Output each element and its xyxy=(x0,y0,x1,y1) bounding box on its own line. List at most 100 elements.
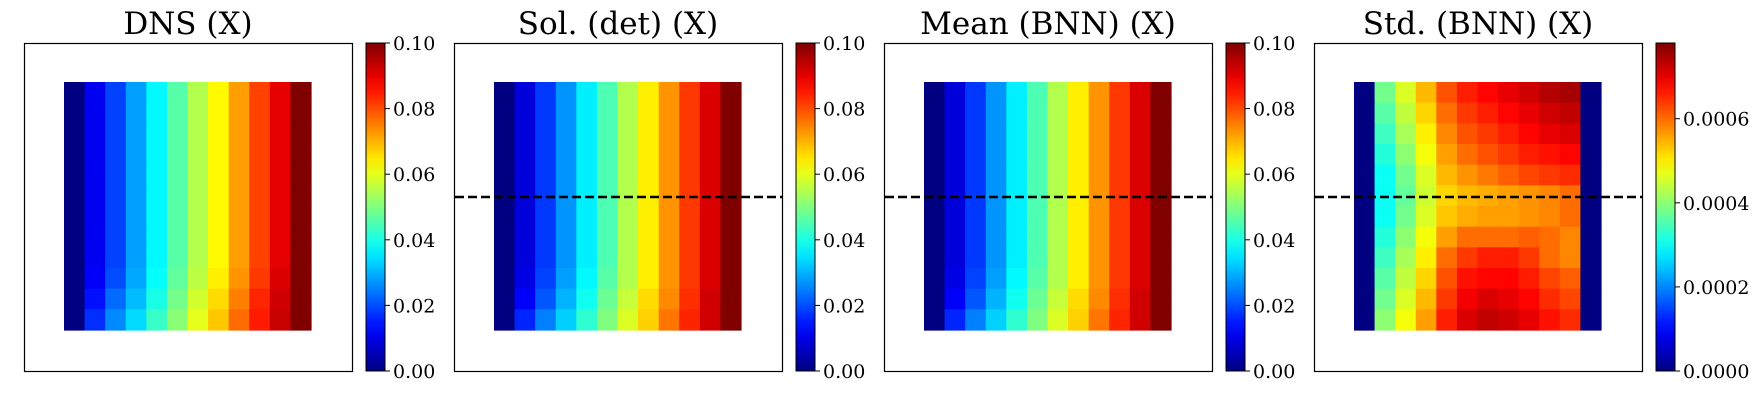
heatmap-cell xyxy=(1559,247,1582,269)
heatmap-cell xyxy=(1518,247,1540,269)
heatmap-cell xyxy=(228,309,250,331)
heatmap-cell xyxy=(166,309,189,331)
heatmap-cell xyxy=(166,102,189,124)
heatmap-cell xyxy=(617,288,639,310)
heatmap-cell xyxy=(658,102,680,124)
heatmap-cell xyxy=(658,226,680,248)
heatmap-cell xyxy=(146,102,168,124)
heatmap-cell xyxy=(985,309,1007,331)
heatmap-cell xyxy=(125,247,147,269)
heatmap-cell xyxy=(494,82,516,104)
heatmap-cell xyxy=(1539,144,1561,166)
heatmap-cell xyxy=(535,164,557,186)
colorbar-gradient xyxy=(365,42,386,372)
heatmap-cell xyxy=(249,185,271,207)
heatmap-cell xyxy=(1026,206,1049,228)
heatmap-cell xyxy=(187,144,209,166)
heatmap-cell xyxy=(494,288,516,310)
heatmap-cell xyxy=(638,144,660,166)
heatmap-cell xyxy=(494,309,516,331)
heatmap-cell xyxy=(535,206,557,228)
heatmap-cell xyxy=(638,206,660,228)
heatmap-cell xyxy=(166,268,189,290)
heatmap-cell xyxy=(1354,123,1376,145)
heatmap-cell xyxy=(1109,82,1131,104)
heatmap-cell xyxy=(1539,102,1561,124)
heatmap-cell xyxy=(535,226,557,248)
heatmap-cell xyxy=(1150,268,1172,290)
heatmap-cell xyxy=(166,206,189,228)
heatmap-cell xyxy=(84,123,106,145)
heatmap-cell xyxy=(1395,268,1417,290)
heatmap-cell xyxy=(1559,309,1582,331)
heatmap-cell xyxy=(1415,288,1437,310)
heatmap-cell xyxy=(1539,206,1561,228)
heatmap-cell xyxy=(555,164,577,186)
heatmap-cell xyxy=(985,102,1007,124)
heatmap-cell xyxy=(1354,309,1376,331)
heatmap-cell xyxy=(64,288,86,310)
heatmap-cell xyxy=(944,247,966,269)
heatmap-panel-3: Mean (BNN) (X) 0.00 0.02 0.04 0.06 0.08 0.10 xyxy=(883,6,1295,383)
heatmap-cell xyxy=(105,309,127,331)
heatmap-cell xyxy=(965,288,987,310)
heatmap-cell xyxy=(1456,82,1479,104)
heatmap-cell xyxy=(1088,309,1110,331)
heatmap-cell xyxy=(64,185,86,207)
heatmap-cell xyxy=(105,247,127,269)
heatmap-cell xyxy=(269,226,292,248)
heatmap-cell xyxy=(679,226,701,248)
heatmap-cell xyxy=(576,123,598,145)
heatmap-cell xyxy=(1354,144,1376,166)
heatmap-cell xyxy=(1354,288,1376,310)
heatmap-cell xyxy=(1150,123,1172,145)
heatmap-cell xyxy=(1150,309,1172,331)
heatmap-cell xyxy=(617,226,639,248)
heatmap-cell xyxy=(269,206,292,228)
heatmap-cell xyxy=(1374,82,1396,104)
heatmap-cell xyxy=(1068,288,1090,310)
heatmap-cell xyxy=(1129,102,1152,124)
heatmap-cell xyxy=(105,288,127,310)
heatmap-cell xyxy=(269,185,292,207)
heatmap-cell xyxy=(1559,164,1582,186)
heatmap-cell xyxy=(1559,206,1582,228)
heatmap-cell xyxy=(84,102,106,124)
heatmap-cell xyxy=(1150,288,1172,310)
heatmap-cell xyxy=(1518,268,1540,290)
heatmap-cell xyxy=(1006,288,1028,310)
heatmap-cell xyxy=(658,309,680,331)
heatmap-cell xyxy=(125,123,147,145)
heatmap-cell xyxy=(535,247,557,269)
colorbar: 0.00 0.02 0.04 0.06 0.08 0.10 xyxy=(1225,33,1295,383)
heatmap-cell xyxy=(596,226,619,248)
heatmap-cell xyxy=(985,164,1007,186)
heatmap-cell xyxy=(535,185,557,207)
heatmap-cell xyxy=(1026,268,1049,290)
heatmap-cell xyxy=(576,206,598,228)
heatmap-cell xyxy=(1518,206,1540,228)
heatmap-cell xyxy=(617,164,639,186)
heatmap-cell xyxy=(699,123,722,145)
heatmap-cell xyxy=(1047,206,1069,228)
heatmap-cell xyxy=(699,206,722,228)
heatmap-cell xyxy=(269,144,292,166)
heatmap-cell xyxy=(1559,102,1582,124)
heatmap-cell xyxy=(1354,226,1376,248)
heatmap-cell xyxy=(514,82,536,104)
heatmap-cell xyxy=(699,144,722,166)
heatmap-cell xyxy=(1580,268,1602,290)
heatmap-cell xyxy=(1374,206,1396,228)
heatmap-cell xyxy=(638,164,660,186)
heatmap-cell xyxy=(1006,268,1028,290)
heatmap-cell xyxy=(1374,309,1396,331)
colorbar-tick-label: 0.0002 xyxy=(1683,277,1749,299)
heatmap-cell xyxy=(64,226,86,248)
heatmap-cell xyxy=(146,309,168,331)
heatmap-cell xyxy=(985,206,1007,228)
heatmap-cell xyxy=(1436,102,1458,124)
heatmap-cell xyxy=(658,247,680,269)
heatmap-cell xyxy=(679,247,701,269)
heatmap-cell xyxy=(1477,226,1499,248)
heatmap-cell xyxy=(1539,288,1561,310)
